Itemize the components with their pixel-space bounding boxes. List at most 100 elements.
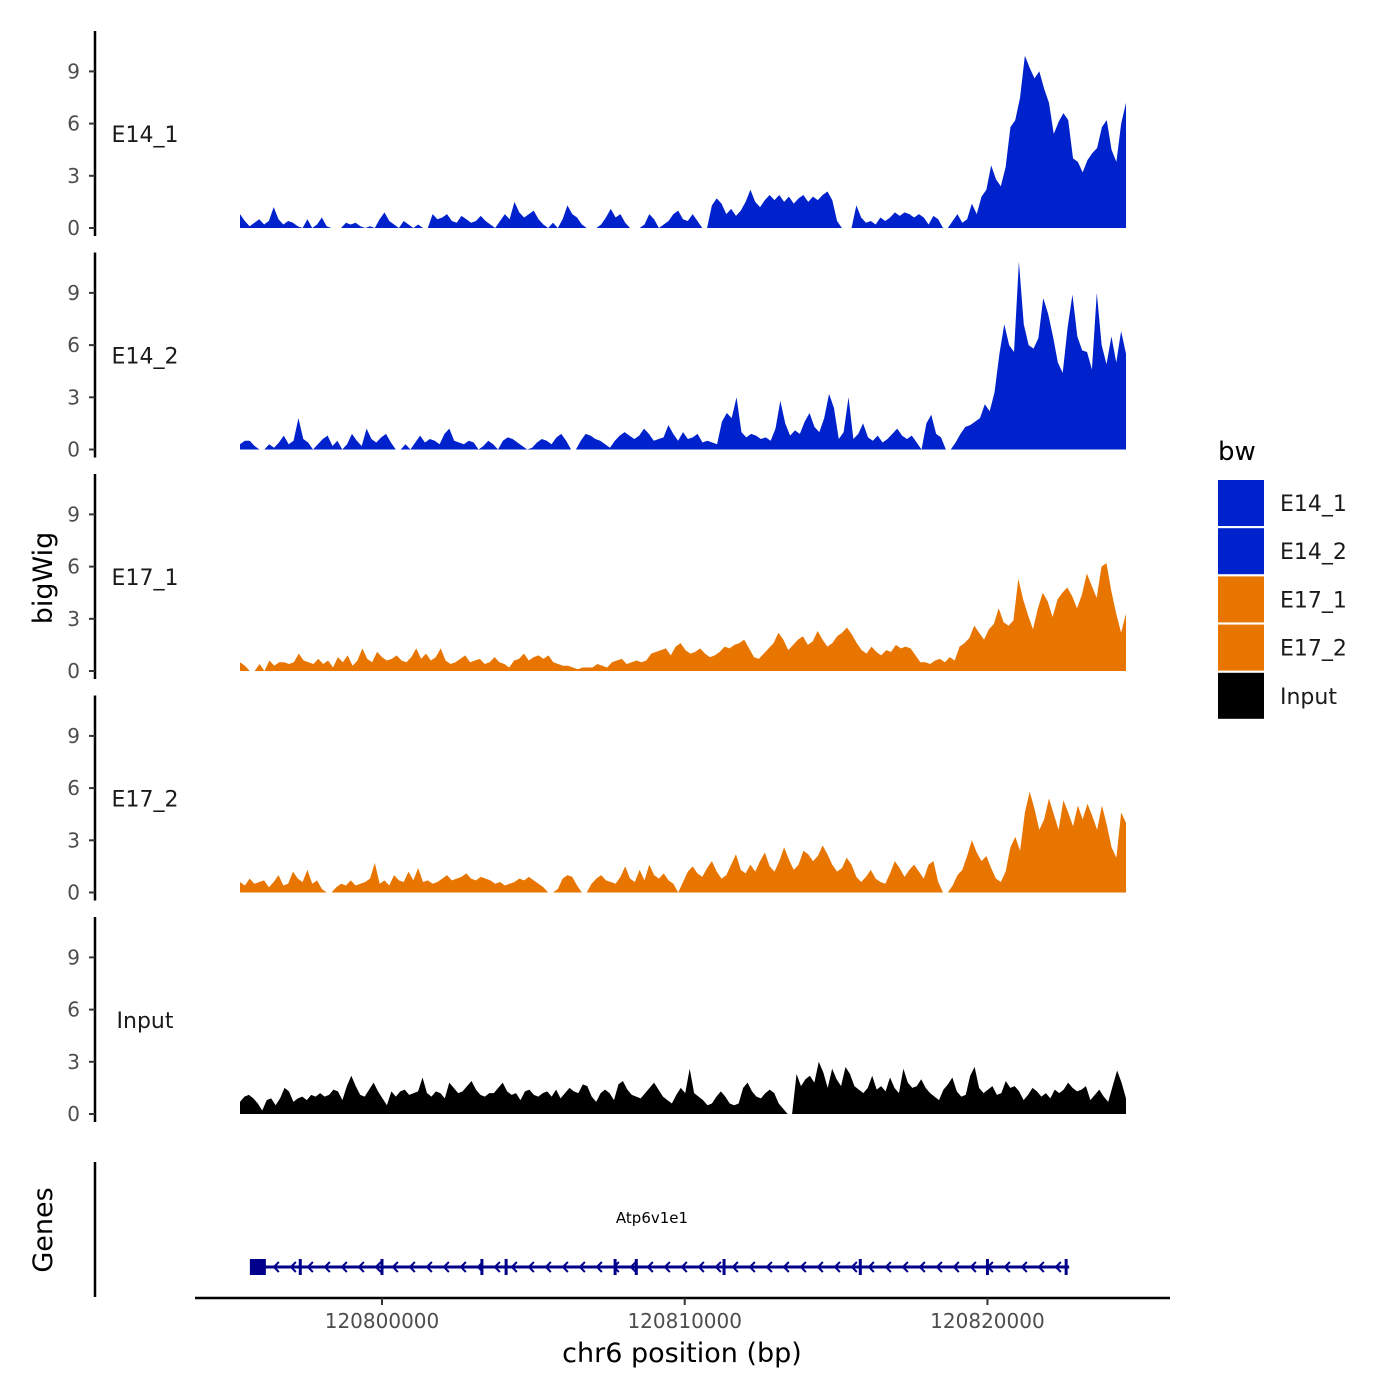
strand-arrow: [306, 1261, 314, 1273]
strand-arrow: [323, 1261, 331, 1273]
strand-arrow: [442, 1261, 450, 1273]
strand-arrow: [510, 1261, 518, 1273]
legend-swatch: [1218, 480, 1264, 526]
y-tick-label: 9: [67, 945, 80, 969]
strand-arrow: [935, 1261, 943, 1273]
coverage-area: [240, 563, 1126, 671]
y-tick-label: 0: [67, 1102, 80, 1126]
strand-arrow: [646, 1261, 654, 1273]
gene-marks: Atp6v1e1: [249, 1209, 1070, 1275]
coverage-area: [240, 261, 1126, 450]
strand-arrow: [289, 1261, 297, 1273]
legend-entry-label: E14_2: [1280, 540, 1347, 565]
strand-arrow: [765, 1261, 773, 1273]
track-label: E14_1: [112, 123, 179, 148]
strand-arrow: [595, 1261, 603, 1273]
strand-arrow: [425, 1261, 433, 1273]
strand-arrow: [1003, 1261, 1011, 1273]
legend-entry-label: E14_1: [1280, 492, 1347, 517]
strand-arrow: [1037, 1261, 1045, 1273]
track-Input: 0 3 6 9 Input: [67, 917, 1126, 1126]
y-tick-label: 6: [67, 776, 80, 800]
y-tick-label: 6: [67, 112, 80, 136]
strand-arrow: [748, 1261, 756, 1273]
legend: bw E14_1 E14_2 E17_1 E17_2 Input: [1218, 437, 1347, 719]
legend-entry-label: Input: [1280, 685, 1337, 710]
y-tick-label: 3: [67, 385, 80, 409]
coverage-area: [240, 55, 1126, 228]
track-E17_2: 0 3 6 9 E17_2: [67, 695, 1126, 905]
y-axis-title: bigWig: [28, 532, 59, 625]
legend-swatch: [1218, 576, 1264, 623]
track-E14_1: 0 3 6 9 E14_1: [67, 31, 1126, 240]
y-tick-label: 0: [67, 881, 80, 905]
strand-arrow: [578, 1261, 586, 1273]
strand-arrow: [374, 1261, 382, 1273]
x-tick-label: 120820000: [930, 1309, 1045, 1333]
legend-swatch: [1218, 672, 1264, 719]
strand-arrow: [799, 1261, 807, 1273]
strand-arrow: [663, 1261, 671, 1273]
y-tick-label: 0: [67, 216, 80, 240]
y-tick-label: 9: [67, 724, 80, 748]
strand-arrow: [629, 1261, 637, 1273]
strand-arrow: [493, 1261, 501, 1273]
y-tick-label: 9: [67, 502, 80, 526]
track-label: E17_2: [112, 788, 179, 813]
strand-arrow: [1020, 1261, 1028, 1273]
track-E14_2: 0 3 6 9 E14_2: [67, 252, 1126, 462]
gene-name-label: Atp6v1e1: [616, 1209, 688, 1227]
genes-panel: Genes Atp6v1e1: [28, 1162, 1070, 1297]
strand-arrow: [884, 1261, 892, 1273]
genes-axis-title: Genes: [28, 1187, 59, 1272]
x-tick-label: 120810000: [627, 1309, 742, 1333]
track-label: E14_2: [112, 345, 179, 370]
y-tick-label: 3: [67, 164, 80, 188]
y-tick-label: 9: [67, 281, 80, 305]
exon-block: [249, 1259, 266, 1275]
strand-arrow: [969, 1261, 977, 1273]
y-tick-label: 6: [67, 555, 80, 579]
strand-arrow: [561, 1261, 569, 1273]
strand-arrow: [1054, 1261, 1062, 1273]
y-tick-label: 3: [67, 828, 80, 852]
strand-arrow: [340, 1261, 348, 1273]
strand-arrow: [952, 1261, 960, 1273]
legend-swatch: [1218, 528, 1264, 575]
strand-arrow: [731, 1261, 739, 1273]
strand-arrow: [680, 1261, 688, 1273]
x-axis: 120800000 120810000 120820000: [195, 1296, 1170, 1333]
legend-swatch: [1218, 624, 1264, 671]
strand-arrow: [391, 1261, 399, 1273]
strand-arrow: [697, 1261, 705, 1273]
strand-arrow: [918, 1261, 926, 1273]
strand-arrow: [833, 1261, 841, 1273]
y-tick-label: 0: [67, 659, 80, 683]
y-tick-label: 3: [67, 607, 80, 631]
strand-arrow: [850, 1261, 858, 1273]
strand-arrow: [357, 1261, 365, 1273]
x-tick-label: 120800000: [325, 1309, 440, 1333]
coverage-area: [240, 1061, 1126, 1114]
y-tick-label: 6: [67, 998, 80, 1022]
strand-arrow: [408, 1261, 416, 1273]
strand-arrow: [527, 1261, 535, 1273]
coverage-area: [240, 791, 1126, 893]
x-axis-title: chr6 position (bp): [562, 1338, 802, 1369]
tracks-layer: 0 3 6 9 E14_1 0 3 6 9 E14_2 0 3 6 9 E17_1 0 3 6 9 E17_2 0 3 6 9…: [67, 31, 1126, 1126]
legend-entry-label: E17_1: [1280, 588, 1347, 613]
y-tick-label: 9: [67, 59, 80, 83]
strand-arrow: [816, 1261, 824, 1273]
y-tick-label: 0: [67, 438, 80, 462]
y-tick-label: 3: [67, 1050, 80, 1074]
strand-arrow: [714, 1261, 722, 1273]
strand-arrow: [272, 1261, 280, 1273]
legend-entry-label: E17_2: [1280, 637, 1347, 662]
strand-arrow: [782, 1261, 790, 1273]
strand-arrow: [867, 1261, 875, 1273]
strand-arrow: [901, 1261, 909, 1273]
y-tick-label: 6: [67, 333, 80, 357]
track-label: E17_1: [112, 566, 179, 591]
strand-arrow: [544, 1261, 552, 1273]
